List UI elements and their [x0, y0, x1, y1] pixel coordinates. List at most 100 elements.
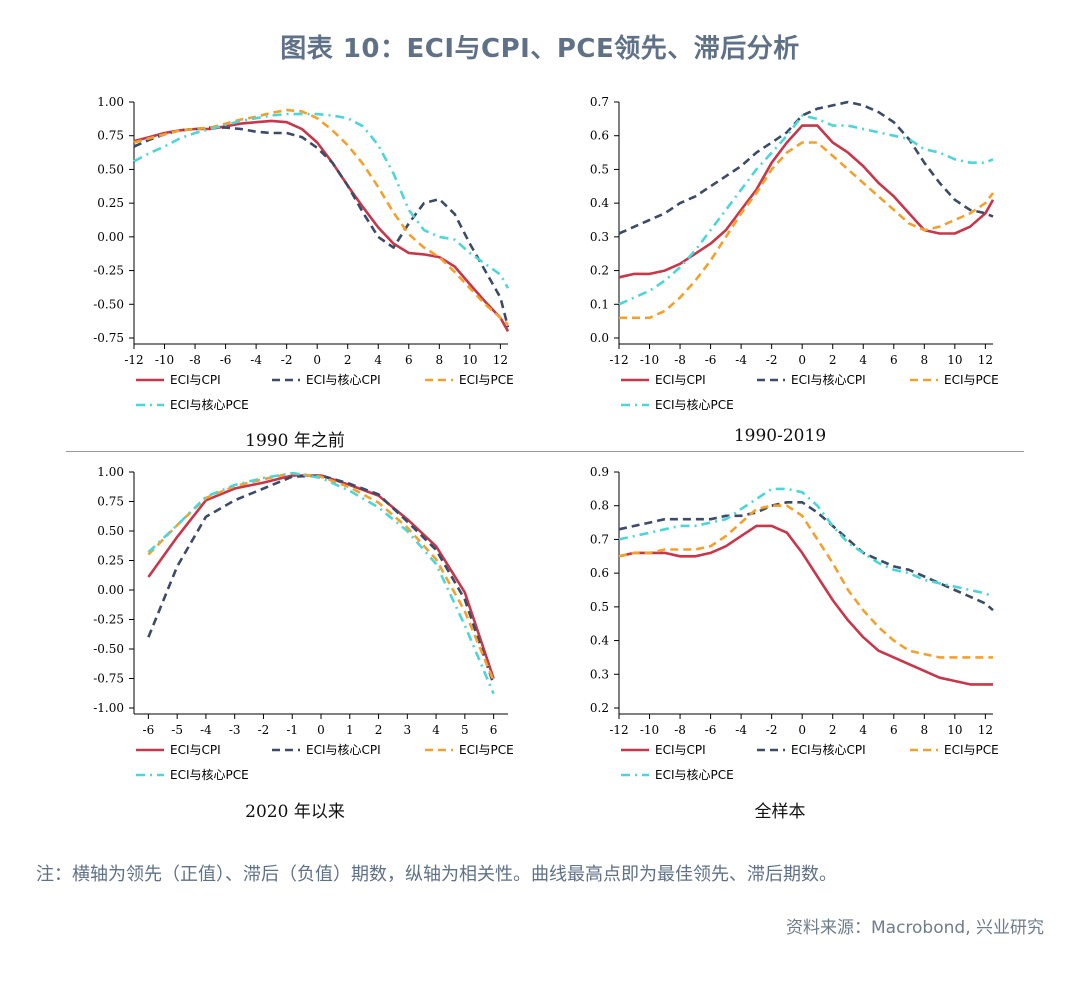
series-line-eci-cpi: [618, 124, 995, 279]
y-tick-label: 0.6: [590, 566, 609, 580]
x-tick-label: -10: [155, 353, 174, 367]
y-tick-label: 0.8: [590, 499, 609, 513]
x-tick-label: 2: [829, 723, 837, 737]
x-tick-label: -4: [200, 723, 212, 737]
x-tick-label: 12: [978, 723, 993, 737]
x-tick-label: 4: [432, 723, 440, 737]
y-tick-label: -0.50: [93, 297, 124, 311]
series-line-eci-core-cpi: [133, 126, 510, 328]
x-tick-label: -8: [189, 353, 201, 367]
y-tick-label: 0.3: [590, 667, 609, 681]
x-tick-label: -5: [171, 723, 183, 737]
x-tick-label: -12: [124, 353, 143, 367]
y-tick-label: 0.6: [590, 129, 609, 143]
y-tick-label: -0.75: [93, 672, 124, 686]
legend-item-eci-core-cpi: ECI与核心CPI: [757, 743, 866, 757]
y-tick-label: 0.00: [97, 583, 124, 597]
legend-item-eci-cpi: ECI与CPI: [621, 743, 706, 757]
y-tick-label: -1.00: [93, 701, 124, 715]
x-tick-label: 8: [920, 723, 928, 737]
y-tick-label: 0.0: [590, 331, 609, 345]
y-tick-label: 0.75: [97, 495, 124, 509]
y-tick-label: 0.25: [97, 554, 124, 568]
x-tick-label: 10: [462, 353, 477, 367]
y-tick-label: 0.2: [590, 701, 609, 715]
chart-panel-full-sample: 0.9 0.8 0.7 0.6 0.5 0.4 0.3 0.2 -12 -10 -8 -6 -4 -2 0 2…: [555, 460, 1005, 830]
y-tick-label: 0.7: [590, 532, 609, 546]
y-tick-label: 0.9: [590, 465, 609, 479]
x-tick-label: -6: [705, 723, 717, 737]
x-tick-label: -1: [286, 723, 298, 737]
legend-item-eci-pce: ECI与PCE: [910, 373, 999, 387]
y-tick-label: -0.50: [93, 642, 124, 656]
y-tick-label: 0.25: [97, 196, 124, 210]
legend-item-eci-core-cpi: ECI与核心CPI: [272, 743, 381, 757]
chart-caption: 2020 年以来: [245, 802, 345, 822]
chart-svg-pre-1990: 1.00 0.75 0.50 0.25 0.00 -0.25 -0.50 -0.75-12 -1…: [93, 95, 513, 412]
x-tick-label: -10: [640, 353, 659, 367]
x-tick-label: -2: [766, 353, 778, 367]
y-tick-label: 0.7: [590, 95, 609, 109]
section-divider: [66, 451, 1024, 452]
x-tick-label: -12: [609, 353, 628, 367]
series-line-eci-core-cpi: [147, 474, 495, 685]
legend-item-eci-core-pce: ECI与核心PCE: [136, 768, 249, 782]
y-tick-label: 0.5: [590, 162, 609, 176]
x-tick-label: 10: [947, 723, 962, 737]
footnote: 注：横轴为领先（正值）、滞后（负值）期数，纵轴为相关性。曲线最高点即为最佳领先、…: [36, 864, 837, 885]
legend-label: ECI与CPI: [655, 373, 706, 387]
legend-item-eci-core-cpi: ECI与核心CPI: [757, 373, 866, 387]
series-line-eci-core-pce: [147, 471, 495, 695]
x-tick-label: 6: [405, 353, 413, 367]
x-tick-label: 6: [890, 353, 898, 367]
series-line-eci-cpi: [618, 524, 993, 686]
x-tick-label: 2: [375, 723, 383, 737]
chart-panel-pre-1990: 1.00 0.75 0.50 0.25 0.00 -0.25 -0.50 -0.75 -12 -1…: [70, 90, 520, 451]
chart-svg-1990-2019: 0.7 0.6 0.5 0.4 0.3 0.2 0.1 0.0-12 -10 -8 -6 -4 -2 0 2…: [590, 95, 999, 412]
figure-title: 图表 10：ECI与CPI、PCE领先、滞后分析: [280, 34, 800, 64]
y-tick-label: 0.3: [590, 230, 609, 244]
legend-label: ECI与CPI: [170, 743, 221, 757]
series-line-eci-core-pce: [133, 112, 510, 289]
y-tick-label: 1.00: [97, 95, 124, 109]
legend-item-eci-cpi: ECI与CPI: [136, 373, 221, 387]
legend-item-eci-core-pce: ECI与核心PCE: [136, 398, 249, 412]
x-tick-label: -4: [250, 353, 262, 367]
y-tick-label: 0.2: [590, 264, 609, 278]
x-tick-label: 12: [493, 353, 508, 367]
x-tick-label: 6: [890, 723, 898, 737]
x-tick-label: 2: [829, 353, 837, 367]
x-tick-label: 0: [317, 723, 325, 737]
y-tick-label: 0.4: [590, 196, 609, 210]
x-tick-label: -8: [674, 723, 686, 737]
legend-label: ECI与核心CPI: [306, 743, 381, 757]
legend-label: ECI与核心PCE: [170, 768, 249, 782]
series-line-eci-pce: [147, 471, 495, 682]
x-tick-label: -8: [674, 353, 686, 367]
series-line-eci-core-cpi: [618, 100, 994, 235]
y-tick-label: -0.75: [93, 331, 124, 345]
x-tick-label: -4: [735, 353, 747, 367]
chart-svg-full-sample: 0.9 0.8 0.7 0.6 0.5 0.4 0.3 0.2-12 -10 -8 -6 -4 -2 0 2…: [590, 465, 999, 782]
source-note: 资料来源：Macrobond, 兴业研究: [785, 918, 1044, 938]
x-tick-label: 4: [859, 353, 867, 367]
x-tick-label: -12: [609, 723, 628, 737]
legend-label: ECI与PCE: [459, 743, 514, 757]
x-tick-label: -4: [735, 723, 747, 737]
chart-svg-since-2020: 1.00 0.75 0.50 0.25 0.00 -0.25 -0.50 -0.75 -1.00…: [93, 465, 514, 782]
x-tick-label: 0: [313, 353, 321, 367]
legend-label: ECI与核心PCE: [170, 398, 249, 412]
x-tick-label: 4: [859, 723, 867, 737]
chart-panel-1990-2019: 0.7 0.6 0.5 0.4 0.3 0.2 0.1 0.0 -12 -10 -8 -6 -4 -2 0 2…: [555, 90, 1005, 446]
series-line-eci-core-pce: [618, 487, 994, 598]
legend-label: ECI与PCE: [944, 743, 999, 757]
legend-item-eci-cpi: ECI与CPI: [621, 373, 706, 387]
legend-label: ECI与核心CPI: [306, 373, 381, 387]
x-tick-label: -2: [281, 353, 293, 367]
series-line-eci-pce: [618, 504, 993, 659]
y-tick-label: 0.4: [590, 634, 609, 648]
legend-item-eci-cpi: ECI与CPI: [136, 743, 221, 757]
x-tick-label: 0: [798, 353, 806, 367]
series-line-eci-core-pce: [618, 114, 994, 306]
chart-caption: 全样本: [754, 802, 806, 822]
